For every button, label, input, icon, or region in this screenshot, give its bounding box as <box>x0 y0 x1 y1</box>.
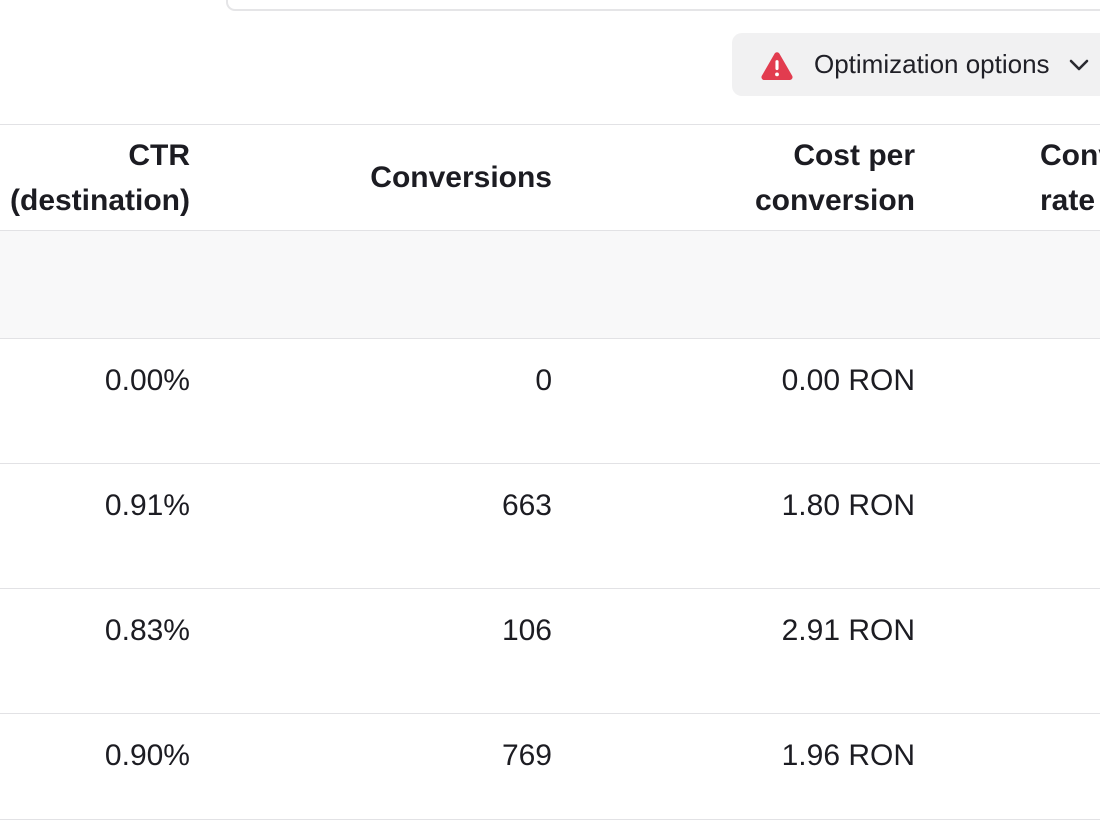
column-header-conversion-rate[interactable]: Conversion rate <box>915 125 1100 230</box>
column-header-cost-per-conversion[interactable]: Cost per conversion <box>552 125 915 230</box>
column-header-label: Cost per <box>793 138 915 172</box>
cell-conversion-rate <box>915 339 1100 463</box>
cell-cost-per-conversion: 2.91 RON <box>781 614 915 647</box>
cell-cost-per-conversion: 0.00 RON <box>781 364 915 397</box>
cell-cost-per-conversion <box>552 231 915 338</box>
cell-conversion-rate <box>915 714 1100 819</box>
warning-triangle-icon <box>760 48 794 82</box>
cell-conversions: 0 <box>535 364 552 397</box>
cell-ctr: 0.91% <box>104 489 190 522</box>
cell-ctr <box>0 231 215 338</box>
cell-ctr: 0.90% <box>104 739 190 772</box>
column-header-conversions[interactable]: Conversions <box>215 125 552 230</box>
column-header-ctr-destination[interactable]: CTR (destination) <box>0 125 215 230</box>
column-header-label: CTR <box>128 138 190 172</box>
metrics-table: CTR (destination) Conversions Cost per c… <box>0 124 1100 820</box>
optimization-options-label: Optimization options <box>814 49 1050 79</box>
cell-conversions <box>215 231 552 338</box>
column-header-label: rate <box>1040 183 1096 217</box>
column-header-label: conversion <box>754 183 915 217</box>
cell-cost-per-conversion: 1.96 RON <box>781 739 915 772</box>
table-header-row: CTR (destination) Conversions Cost per c… <box>0 124 1100 230</box>
cell-conversions: 769 <box>501 739 552 772</box>
cell-ctr: 0.00% <box>104 364 190 397</box>
cell-cost-per-conversion: 1.80 RON <box>781 489 915 522</box>
toolbar: Optimization options <box>0 0 1100 124</box>
panel-bottom-edge <box>226 0 1100 11</box>
table-row: 0.83% 106 2.91 RON <box>0 588 1100 713</box>
cell-conversions: 106 <box>501 614 552 647</box>
cell-ctr: 0.83% <box>104 614 190 647</box>
column-header-label: (destination) <box>10 183 190 217</box>
cell-conversions: 663 <box>501 489 552 522</box>
summary-row <box>0 230 1100 338</box>
table-row: 0.00% 0 0.00 RON <box>0 338 1100 463</box>
chevron-down-icon <box>1064 50 1094 80</box>
column-header-label: Conversion <box>1040 138 1100 172</box>
optimization-options-button[interactable]: Optimization options <box>732 33 1100 96</box>
cell-conversion-rate <box>915 464 1100 588</box>
table-row: 0.90% 769 1.96 RON <box>0 713 1100 820</box>
cell-conversion-rate <box>915 589 1100 713</box>
column-header-label: Conversions <box>370 161 552 194</box>
cell-conversion-rate <box>915 231 1100 338</box>
table-row: 0.91% 663 1.80 RON <box>0 463 1100 588</box>
